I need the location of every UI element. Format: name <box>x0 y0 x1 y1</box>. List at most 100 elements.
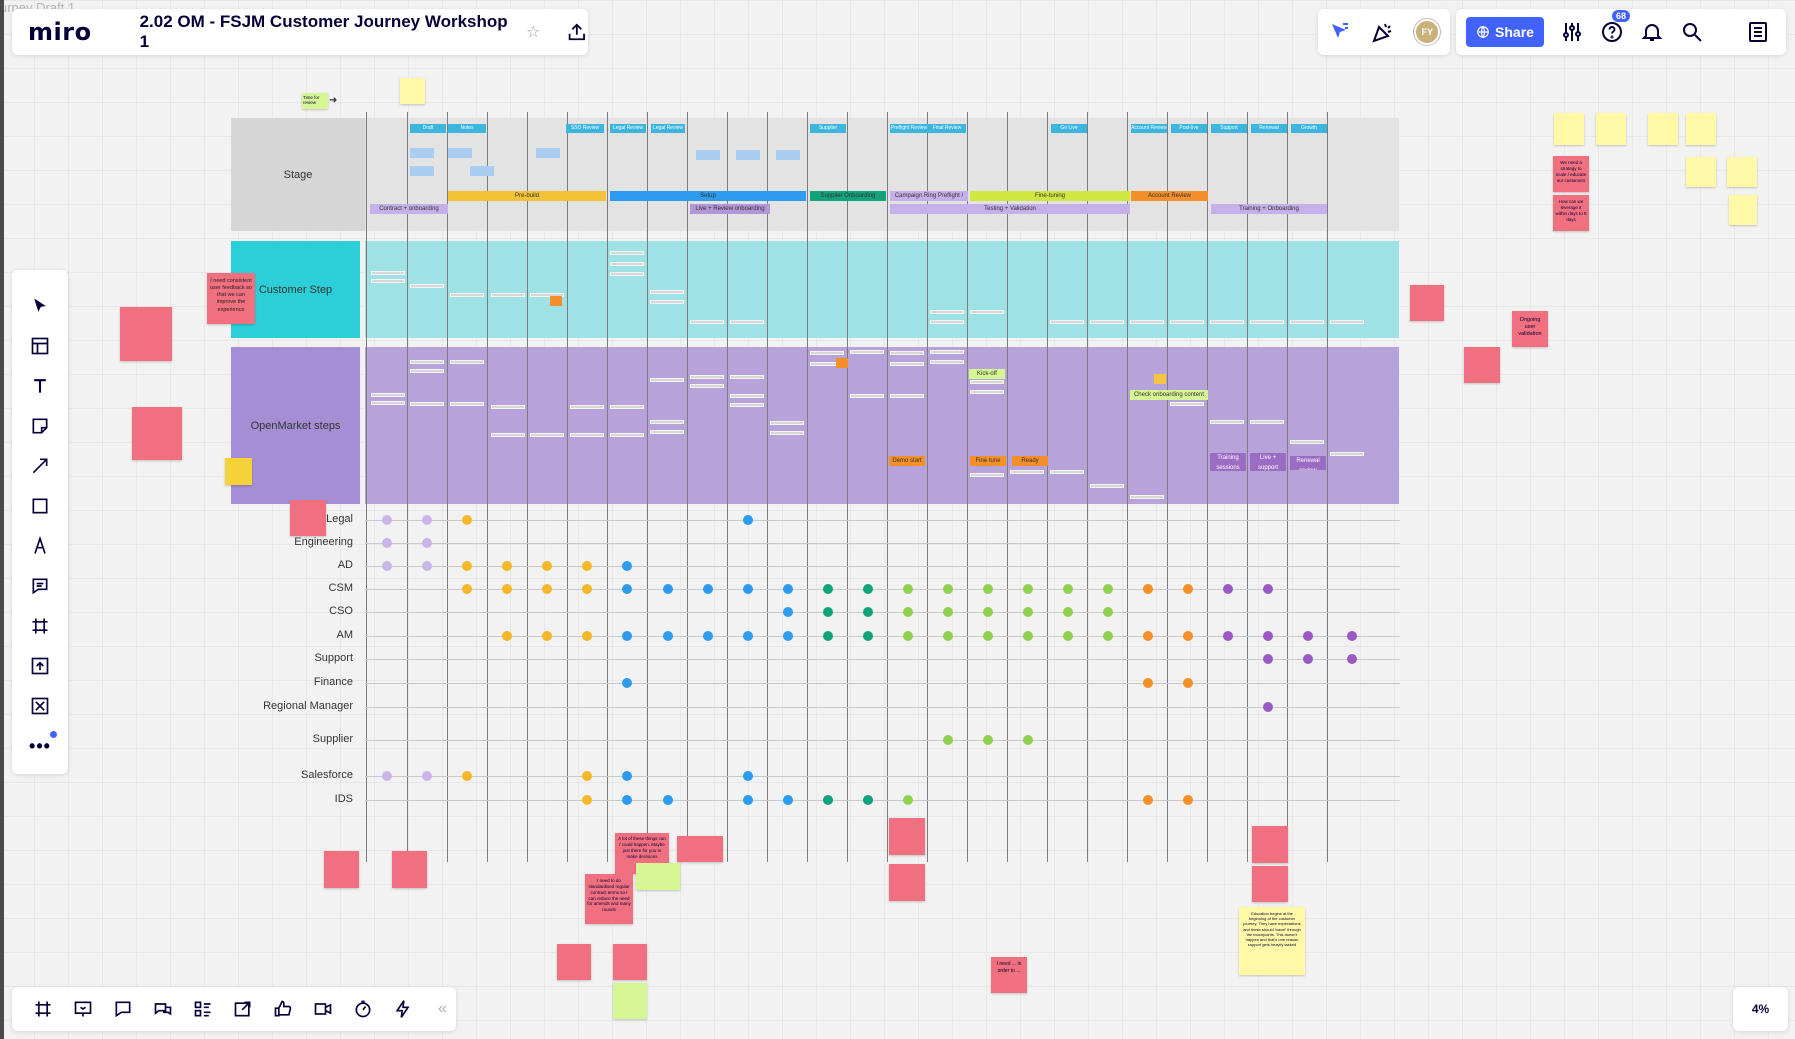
role-involvement-dot[interactable] <box>663 584 673 594</box>
step-card[interactable] <box>890 351 924 355</box>
role-involvement-dot[interactable] <box>422 771 432 781</box>
role-involvement-dot[interactable] <box>422 538 432 548</box>
user-avatar[interactable]: FY <box>1414 19 1441 45</box>
sticky-pink-bottom-2[interactable] <box>392 851 427 888</box>
step-card[interactable] <box>810 351 844 355</box>
stage-note-card[interactable] <box>410 148 434 158</box>
role-involvement-dot[interactable] <box>582 795 592 805</box>
role-involvement-dot[interactable] <box>1023 607 1033 617</box>
role-involvement-dot[interactable] <box>943 607 953 617</box>
step-card[interactable] <box>1330 452 1364 456</box>
step-card[interactable] <box>491 405 525 409</box>
role-involvement-dot[interactable] <box>462 584 472 594</box>
tag-orange-3[interactable]: Ready <box>1012 456 1048 466</box>
step-card[interactable] <box>1090 320 1124 324</box>
step-card[interactable] <box>530 293 564 297</box>
step-card[interactable] <box>730 375 764 379</box>
stage-note-card[interactable] <box>470 166 494 176</box>
step-card[interactable] <box>491 293 525 297</box>
stage-bar[interactable]: Contract + onboarding <box>370 204 448 214</box>
sticky-note-tool[interactable] <box>27 413 53 439</box>
step-card[interactable] <box>1170 402 1204 406</box>
step-card[interactable] <box>371 279 405 283</box>
step-card[interactable] <box>730 394 764 398</box>
role-involvement-dot[interactable] <box>1223 631 1233 641</box>
role-involvement-dot[interactable] <box>622 678 632 688</box>
help-button[interactable]: 68 <box>1600 10 1631 44</box>
role-involvement-dot[interactable] <box>823 584 833 594</box>
role-involvement-dot[interactable] <box>1143 584 1153 594</box>
step-card[interactable] <box>970 473 1004 477</box>
step-card[interactable] <box>850 394 884 398</box>
role-involvement-dot[interactable] <box>903 584 913 594</box>
step-card[interactable] <box>1010 470 1044 474</box>
step-card[interactable] <box>410 284 444 288</box>
step-card[interactable] <box>1210 320 1244 324</box>
stage-bar[interactable]: Testing + Validation <box>890 204 1130 214</box>
step-card[interactable] <box>1050 320 1084 324</box>
step-card[interactable] <box>690 320 724 324</box>
sticky-yellow-tr-5[interactable] <box>1686 157 1716 187</box>
step-card[interactable] <box>371 271 405 275</box>
role-involvement-dot[interactable] <box>863 607 873 617</box>
role-involvement-dot[interactable] <box>823 607 833 617</box>
more-tools[interactable]: ••• <box>27 731 57 759</box>
role-involvement-dot[interactable] <box>983 584 993 594</box>
role-involvement-dot[interactable] <box>422 515 432 525</box>
stage-header-card[interactable]: Renewal <box>1251 124 1287 133</box>
role-involvement-dot[interactable] <box>1263 584 1273 594</box>
stage-header-card[interactable]: Legal Review <box>610 124 646 133</box>
role-involvement-dot[interactable] <box>783 795 793 805</box>
step-card[interactable] <box>1290 440 1324 444</box>
role-involvement-dot[interactable] <box>863 584 873 594</box>
step-card[interactable] <box>690 384 724 388</box>
pen-tool[interactable] <box>27 533 53 559</box>
role-involvement-dot[interactable] <box>743 795 753 805</box>
role-involvement-dot[interactable] <box>943 735 953 745</box>
role-involvement-dot[interactable] <box>1183 795 1193 805</box>
select-tool[interactable] <box>27 293 53 319</box>
role-involvement-dot[interactable] <box>622 561 632 571</box>
role-involvement-dot[interactable] <box>703 584 713 594</box>
role-involvement-dot[interactable] <box>382 561 392 571</box>
role-involvement-dot[interactable] <box>542 561 552 571</box>
stage-bar[interactable]: Campaign Ring Preflight / QA <box>890 191 968 201</box>
crop-tool[interactable] <box>27 693 53 719</box>
role-involvement-dot[interactable] <box>1063 584 1073 594</box>
sticky-yellow-tr-4[interactable] <box>1686 113 1716 145</box>
role-involvement-dot[interactable] <box>622 771 632 781</box>
role-involvement-dot[interactable] <box>863 795 873 805</box>
sticky-pink-left-2[interactable] <box>132 407 182 460</box>
sticky-yellow-education[interactable]: Education begins at the beginning of the… <box>1239 907 1305 975</box>
collapse-button[interactable]: « <box>430 997 455 1022</box>
templates-tool[interactable] <box>27 333 53 359</box>
step-card[interactable] <box>1250 420 1284 424</box>
role-involvement-dot[interactable] <box>582 771 592 781</box>
stage-header-card[interactable]: Draft <box>410 124 446 133</box>
role-involvement-dot[interactable] <box>622 795 632 805</box>
stage-header-card[interactable]: Notes <box>448 124 486 133</box>
frames-button[interactable] <box>30 997 55 1022</box>
board-title[interactable]: 2.02 OM - FSJM Customer Journey Workshop… <box>139 12 508 51</box>
role-involvement-dot[interactable] <box>462 771 472 781</box>
sticky-i-need-feedback[interactable]: I need consistent user feedback so that … <box>207 273 255 324</box>
role-involvement-dot[interactable] <box>1023 735 1033 745</box>
step-card[interactable] <box>850 350 884 354</box>
step-card[interactable] <box>930 320 964 324</box>
sticky-yellow-square[interactable] <box>225 458 252 485</box>
sticky-pink-left-1[interactable] <box>120 307 172 361</box>
stage-bar[interactable]: Fine-tuning <box>970 191 1130 201</box>
role-involvement-dot[interactable] <box>462 561 472 571</box>
step-card[interactable] <box>570 433 604 437</box>
stage-bar[interactable]: Supplier Onboarding <box>810 191 886 201</box>
role-involvement-dot[interactable] <box>983 631 993 641</box>
sticky-pink-i-need[interactable]: I need ... in order to ... <box>991 957 1027 993</box>
tag-orange-2[interactable]: Fine tune <box>970 456 1006 466</box>
step-card[interactable] <box>610 272 644 276</box>
sticky-pink-bottom-5[interactable] <box>613 944 647 980</box>
step-card[interactable] <box>1050 470 1084 474</box>
role-involvement-dot[interactable] <box>502 631 512 641</box>
role-involvement-dot[interactable] <box>783 631 793 641</box>
role-involvement-dot[interactable] <box>1143 795 1153 805</box>
stage-header-card[interactable]: Support <box>1211 124 1247 133</box>
